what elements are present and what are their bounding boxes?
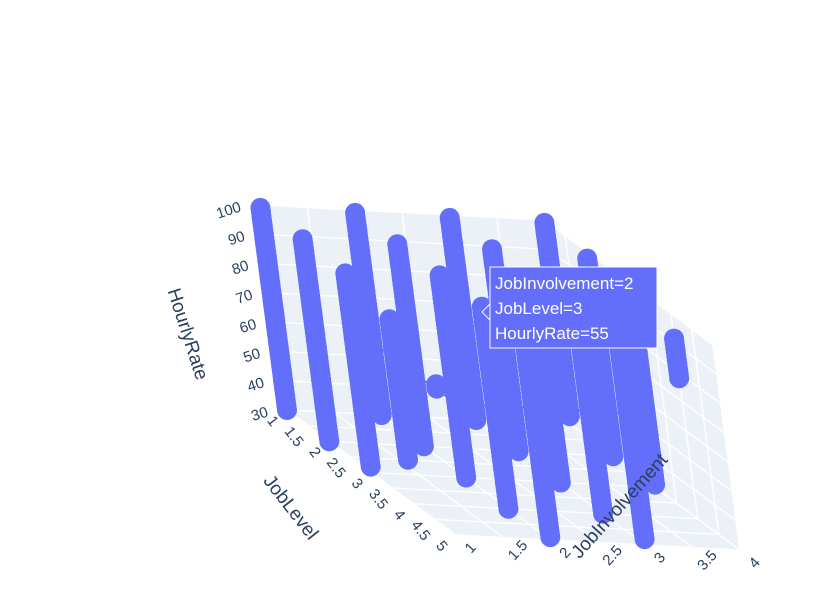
y-tick-label: 3 xyxy=(348,475,367,492)
marker-stack[interactable] xyxy=(387,234,434,457)
data-point[interactable] xyxy=(379,309,400,330)
marker-stack[interactable] xyxy=(345,202,392,425)
data-point[interactable] xyxy=(482,239,502,260)
marker-stack[interactable] xyxy=(426,374,447,399)
gridline-y xyxy=(392,487,677,504)
data-point[interactable] xyxy=(335,263,356,284)
z-tick-label: 70 xyxy=(234,286,255,307)
data-point[interactable] xyxy=(292,229,313,250)
data-point[interactable] xyxy=(387,234,408,255)
y-tick-label: 4 xyxy=(390,506,409,523)
y-axis-title: JobLevel xyxy=(259,471,322,544)
hover-tooltip: JobInvolvement=2 JobLevel=3 HourlyRate=5… xyxy=(481,266,658,349)
marker-stack[interactable] xyxy=(439,207,487,430)
marker-stack[interactable] xyxy=(608,331,655,550)
x-tick-label: 1.5 xyxy=(505,537,532,564)
y-tick-label: 2 xyxy=(306,444,325,461)
tooltip-line-hourly-rate: HourlyRate=55 xyxy=(495,324,609,343)
marker-stack[interactable] xyxy=(429,265,477,488)
y-tick-label: 5 xyxy=(432,538,451,555)
data-markers[interactable] xyxy=(250,197,690,550)
marker-stack[interactable] xyxy=(664,328,690,389)
x-tick-label: 3 xyxy=(651,549,669,567)
y-tick-label: 3.5 xyxy=(365,486,391,513)
data-point[interactable] xyxy=(250,197,271,218)
gridline-y xyxy=(350,456,635,473)
tooltip-line-job-level: JobLevel=3 xyxy=(495,299,582,318)
x-tick-label: 1 xyxy=(462,539,480,557)
marker-stack[interactable] xyxy=(379,309,418,470)
data-point[interactable] xyxy=(429,265,450,286)
x-tick-label: 3.5 xyxy=(694,547,721,574)
data-point[interactable] xyxy=(426,374,447,395)
data-point[interactable] xyxy=(577,248,598,269)
tooltip-line-job-involvement: JobInvolvement=2 xyxy=(495,274,633,293)
x-tick-label: 2.5 xyxy=(599,542,626,569)
marker-stack[interactable] xyxy=(335,263,381,477)
data-point[interactable] xyxy=(345,202,366,223)
y-tick-label: 4.5 xyxy=(407,517,433,544)
gridline-y xyxy=(434,518,719,536)
x-tick-label: 4 xyxy=(746,554,764,572)
tooltip-box xyxy=(489,266,658,349)
marker-stack[interactable] xyxy=(250,197,297,420)
gridline-y xyxy=(691,329,720,535)
data-point[interactable] xyxy=(664,328,684,349)
data-point[interactable] xyxy=(439,207,460,228)
gridline-y xyxy=(455,534,741,551)
z-tick-label: 60 xyxy=(238,316,259,337)
z-tick-label: 100 xyxy=(214,199,243,223)
z-tick-label: 80 xyxy=(230,257,251,278)
z-axis-title: HourlyRate xyxy=(163,286,212,383)
z-tick-label: 90 xyxy=(226,228,247,249)
gridline-z xyxy=(259,204,545,221)
z-tick-label: 50 xyxy=(241,345,262,366)
y-tick-label: 1.5 xyxy=(281,423,307,450)
z-tick-label: 30 xyxy=(249,404,270,425)
marker-stack[interactable] xyxy=(292,229,340,452)
z-tick-label: 40 xyxy=(245,374,266,395)
y-tick-label: 2.5 xyxy=(323,455,349,482)
gridline-y xyxy=(712,344,741,551)
data-point[interactable] xyxy=(534,212,555,233)
